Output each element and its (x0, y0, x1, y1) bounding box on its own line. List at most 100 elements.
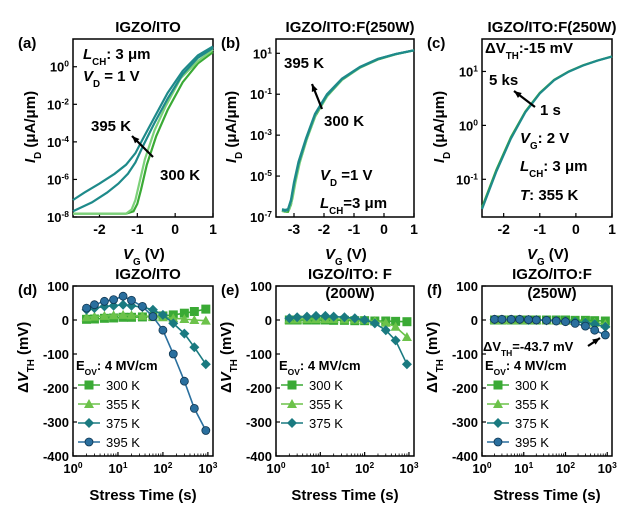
panel-e-series-1-point (390, 321, 401, 331)
panel-d-series-3-point (118, 291, 128, 301)
panel-a-frame (72, 38, 214, 218)
panel-f-y-tick-label: -100 (452, 347, 478, 362)
panel-b-x-tick-label: -1 (348, 221, 361, 237)
panel-b-annotation-300k: 300 K (324, 113, 364, 130)
panel-a-label: (a) (18, 35, 36, 52)
panel-f-y-tick-label: 100 (456, 279, 478, 294)
panel-d-series-1-point (168, 313, 179, 323)
panel-d-series-1-point (126, 310, 137, 320)
panel-b-y-tick-label: 101 (253, 45, 272, 61)
panel-d-legend-marker (84, 399, 94, 408)
panel-c-arrow-head (514, 91, 522, 98)
panel-d-series-1-point (108, 310, 119, 320)
panel-d-series-1-point (99, 310, 110, 320)
panel-a-y-tick-label: 10-6 (47, 171, 69, 187)
panel-f-series-3-point (570, 318, 580, 328)
panel-b-arrow-head (311, 84, 318, 92)
panel-a-y-tick-label: 10-4 (47, 134, 69, 150)
panel-c-label: (c) (427, 35, 445, 52)
panel-b-x-tick-label: -3 (288, 221, 301, 237)
panel-f-y-axis-label: ΔVTH (mV) (424, 322, 446, 393)
panel-d-series-3-point (109, 295, 119, 305)
panel-f-title-line2: (250W) (527, 285, 576, 302)
panel-c-annotation-vg: VG: 2 V (520, 130, 569, 152)
panel-f-y-tick-label: -200 (452, 381, 478, 396)
panel-e-y-tick-label: -100 (246, 347, 272, 362)
panel-a-series-3-line (72, 45, 214, 201)
panel-d-label: (d) (18, 282, 37, 299)
panel-c-y-axis-label: ID (μA/μm) (431, 91, 453, 163)
panel-d-series-2-point (179, 328, 190, 339)
panel-e-series-2-point (284, 313, 295, 324)
panel-e-legend-marker (287, 399, 297, 408)
panel-d-series-3-point (90, 300, 99, 310)
panel-f-series-3-point (600, 330, 610, 340)
panel-d-legend-marker (84, 418, 94, 428)
panel-f-series-3-point (506, 314, 516, 324)
panel-f-title: IGZO/ITO:F (512, 266, 592, 283)
panel-b-y-tick-label: 10-7 (250, 209, 272, 225)
panel-a-x-tick-label: 0 (171, 221, 179, 237)
panel-c-annotation-5ks: 5 ks (489, 72, 518, 89)
panel-e-series-0-point (402, 317, 412, 327)
panel-e-title: IGZO/ITO: F (308, 266, 392, 283)
panel-f-series-3-point (590, 325, 600, 335)
panel-d-series-3-point (201, 426, 211, 435)
panel-f-legend-marker (493, 380, 503, 390)
panel-b-label: (b) (221, 35, 240, 52)
panel-c-y-tick-label: 101 (459, 63, 478, 79)
panel-d-series-2-point (189, 342, 200, 353)
panel-e-legend-label: 375 K (309, 416, 343, 431)
panel-b-x-axis-label: VG (V) (325, 246, 367, 268)
panel-e-series-2-point (292, 312, 303, 323)
panel-f-series-3-point (524, 315, 533, 325)
panel-a-arrow-head (132, 136, 140, 144)
panel-e-series-2-point (349, 313, 360, 324)
panel-c-y-tick-label: 100 (459, 117, 478, 133)
panel-d-y-tick-label: 100 (47, 279, 69, 294)
panel-c-series-1-line (480, 55, 613, 210)
panel-d-x-tick-label: 100 (63, 460, 82, 476)
panel-e-legend-title: EOV: 4 MV/cm (279, 358, 361, 377)
panel-d-series-1-point (189, 315, 200, 324)
panel-e-series-2-point (359, 315, 370, 325)
panel-c-annotation-dvth: ΔVTH:-15 mV (485, 40, 573, 62)
panel-f-x-tick-label: 103 (598, 460, 617, 476)
panel-d-series-2-point (118, 299, 129, 310)
panel-c-y-tick-label: 10-1 (456, 171, 478, 187)
panel-f-legend-marker (493, 399, 503, 408)
panel-d-frame (72, 285, 214, 457)
panel-f-series-3-point (497, 314, 507, 324)
panel-d-legend-marker (84, 380, 94, 390)
panel-f-series-3-point (490, 314, 499, 324)
panel-e-title-line2: (200W) (325, 285, 374, 302)
panel-d-legend-label: 355 K (106, 397, 140, 412)
panel-d-x-tick-label: 102 (153, 460, 172, 476)
panel-d-series-0-point (201, 304, 211, 314)
panel-f-x-axis-label: Stress Time (s) (493, 487, 600, 504)
panel-e-y-axis-label: ΔVTH (mV) (218, 322, 240, 393)
panel-f-legend-marker (493, 437, 503, 447)
panel-a-x-tick-label: -2 (93, 221, 106, 237)
panel-a-annotation-vd: VD = 1 V (83, 68, 140, 90)
panel-f-x-tick-label: 100 (472, 460, 491, 476)
panel-d-series-2-point (157, 309, 168, 320)
panel-e-series-1-point (401, 332, 412, 341)
panel-a-annotation-300k: 300 K (160, 167, 200, 184)
panel-a-title: IGZO/ITO (115, 19, 181, 36)
panel-d-legend-label: 375 K (106, 416, 140, 431)
panel-f-annotation-dvth: ΔVTH=-43.7 mV (483, 339, 574, 358)
panel-c-x-tick-label: -1 (534, 221, 547, 237)
panel-f-legend-label: 395 K (515, 435, 549, 450)
panel-e-legend-marker (287, 380, 297, 390)
panel-e-series-1-point (380, 317, 391, 327)
panel-f-x-tick-label: 102 (556, 460, 575, 476)
panel-a-series-1-line (73, 48, 214, 215)
panel-d-series-3-point (168, 349, 178, 359)
panel-b-annotation-lch: LCH=3 μm (320, 195, 387, 217)
panel-d-legend-label: 300 K (106, 378, 140, 393)
panel-a-series-0-line (73, 51, 214, 215)
panel-a-y-tick-label: 100 (50, 59, 69, 75)
panel-f-legend-marker (493, 418, 503, 428)
panel-f-series-3-point (542, 315, 551, 325)
